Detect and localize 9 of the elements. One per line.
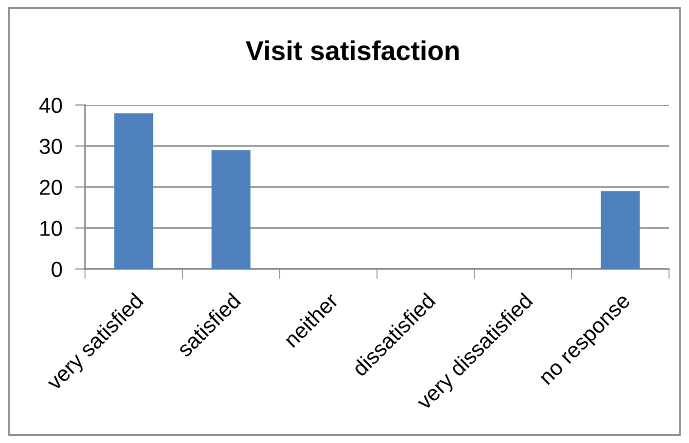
y-tick-label: 10 [40, 220, 62, 236]
bar [114, 113, 154, 269]
bar [212, 150, 250, 269]
y-tick-label: 20 [40, 180, 62, 196]
y-tick-label: 40 [39, 98, 62, 114]
chart-title: Visit satisfaction [246, 40, 459, 60]
bar [600, 191, 640, 269]
y-tick-label: 30 [40, 138, 62, 154]
y-tick-label: 0 [52, 262, 62, 278]
